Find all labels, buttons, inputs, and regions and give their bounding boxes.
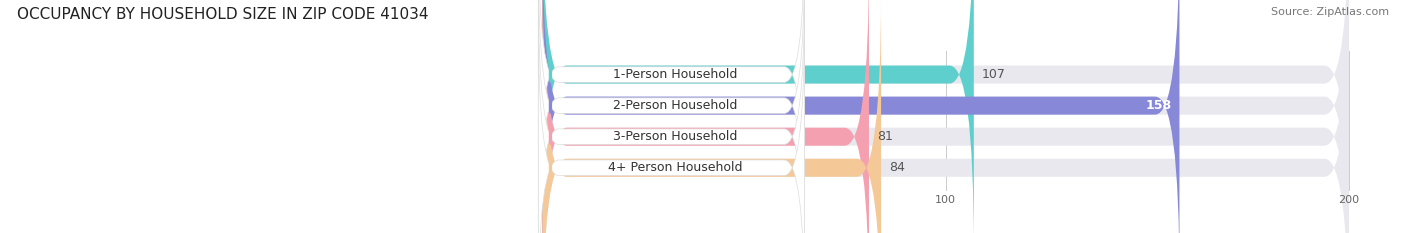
Circle shape <box>550 129 551 144</box>
FancyBboxPatch shape <box>538 20 804 233</box>
FancyBboxPatch shape <box>543 0 869 233</box>
Text: OCCUPANCY BY HOUSEHOLD SIZE IN ZIP CODE 41034: OCCUPANCY BY HOUSEHOLD SIZE IN ZIP CODE … <box>17 7 429 22</box>
Text: 2-Person Household: 2-Person Household <box>613 99 738 112</box>
FancyBboxPatch shape <box>538 0 804 222</box>
FancyBboxPatch shape <box>538 0 804 233</box>
Text: 3-Person Household: 3-Person Household <box>613 130 738 143</box>
Circle shape <box>550 160 551 175</box>
Text: 158: 158 <box>1146 99 1171 112</box>
FancyBboxPatch shape <box>543 0 1348 233</box>
Text: 81: 81 <box>877 130 893 143</box>
Text: 107: 107 <box>981 68 1005 81</box>
FancyBboxPatch shape <box>543 0 1348 233</box>
FancyBboxPatch shape <box>543 0 1348 233</box>
FancyBboxPatch shape <box>543 0 1180 233</box>
Text: 4+ Person Household: 4+ Person Household <box>609 161 742 174</box>
FancyBboxPatch shape <box>543 0 882 233</box>
FancyBboxPatch shape <box>538 0 804 233</box>
Circle shape <box>550 67 551 82</box>
Text: 1-Person Household: 1-Person Household <box>613 68 738 81</box>
Circle shape <box>550 98 551 113</box>
FancyBboxPatch shape <box>543 0 974 233</box>
Text: 84: 84 <box>889 161 905 174</box>
Text: Source: ZipAtlas.com: Source: ZipAtlas.com <box>1271 7 1389 17</box>
FancyBboxPatch shape <box>543 0 1348 233</box>
